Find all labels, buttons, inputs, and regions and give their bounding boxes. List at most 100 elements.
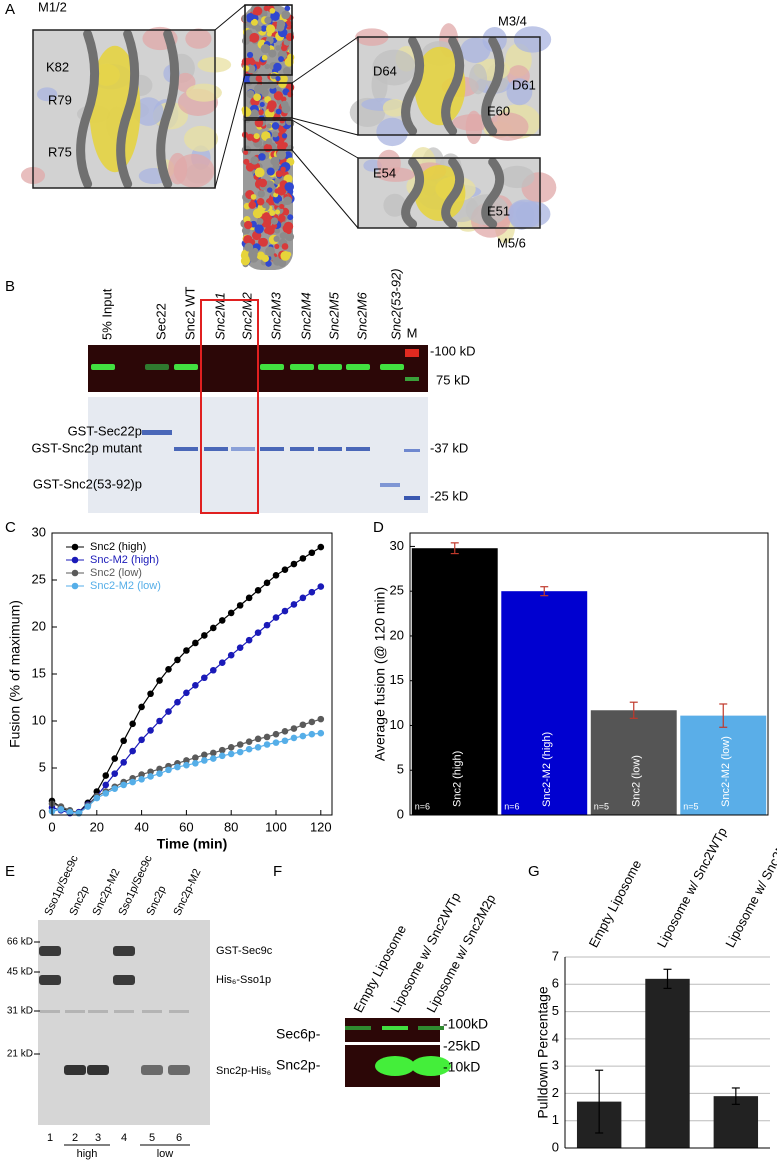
atom: [256, 217, 264, 225]
data-point: [209, 624, 217, 632]
atom: [287, 214, 294, 221]
y-tick-label: 4: [552, 1030, 559, 1045]
blot-band: [418, 1026, 444, 1030]
legend-marker: [71, 569, 79, 577]
label: 6: [176, 1132, 182, 1144]
atom: [259, 101, 265, 108]
data-point: [147, 690, 154, 698]
data-point: [201, 674, 208, 682]
gel-band: [39, 975, 61, 985]
sample-size: n=6: [415, 801, 430, 811]
sample-size: n=5: [683, 801, 698, 811]
label: Snc2p-His₆: [216, 1065, 271, 1077]
gel-band: [142, 1010, 162, 1013]
sample-size: n=6: [504, 801, 519, 811]
atom: [271, 122, 280, 130]
data-point: [227, 750, 235, 758]
data-point: [272, 572, 280, 579]
lane-label: M: [407, 325, 418, 340]
series-line: [51, 586, 322, 814]
data-point: [183, 757, 190, 764]
label: GST-Sec22p: [68, 423, 142, 438]
surface-patch: [513, 26, 552, 53]
data-point: [165, 766, 172, 774]
panel-letter: G: [528, 863, 540, 880]
atom: [241, 37, 250, 45]
atom: [275, 108, 282, 115]
data-point: [129, 720, 136, 728]
blot-band: [174, 364, 198, 370]
data-point: [138, 736, 145, 744]
data-point: [147, 773, 154, 780]
surface-patch: [506, 78, 533, 106]
label: -25 kD: [430, 488, 468, 503]
data-point: [102, 772, 110, 779]
zoom-frame: [32, 29, 216, 189]
data-point: [218, 746, 226, 754]
data-point: [281, 737, 289, 745]
data-point: [245, 745, 253, 753]
data-point: [183, 689, 190, 697]
atom: [240, 256, 251, 266]
category-label: Snc2 (high): [452, 751, 464, 807]
y-tick-label: 30: [390, 538, 404, 553]
data-point: [138, 771, 145, 778]
data-point: [201, 632, 208, 639]
atom: [279, 232, 287, 240]
data-point: [120, 781, 127, 789]
y-tick-label: 20: [32, 618, 46, 633]
blot-band: [346, 364, 370, 370]
helix: [441, 157, 465, 229]
plot-frame: [51, 532, 333, 816]
atom: [276, 19, 286, 29]
data-point: [308, 588, 316, 596]
atom: [257, 109, 264, 116]
panel-letter: B: [5, 278, 15, 295]
atom: [246, 51, 254, 59]
data-point: [299, 555, 307, 562]
x-tick-label: 40: [134, 819, 148, 834]
helix: [156, 29, 180, 189]
atom: [264, 63, 270, 70]
label: R79: [48, 92, 72, 107]
atom: [281, 10, 291, 20]
data-point: [281, 607, 289, 615]
lane-label: Sec22: [153, 303, 168, 340]
atom: [243, 149, 249, 155]
helix: [481, 157, 505, 229]
label: Snc2p-: [276, 1057, 321, 1073]
x-tick-label: 100: [265, 819, 287, 834]
atom: [265, 138, 273, 145]
y-tick-label: 3: [552, 1058, 559, 1073]
data-point: [183, 761, 190, 769]
data-point: [227, 651, 235, 659]
data-point: [138, 775, 145, 783]
y-tick-label: 5: [39, 759, 46, 774]
data-point: [156, 765, 163, 773]
category-label: Snc2-M2 (low): [720, 736, 732, 807]
category-label: Empty Liposome: [586, 857, 645, 950]
label: D61: [512, 77, 536, 92]
data-point: [317, 583, 325, 590]
atom: [265, 246, 275, 257]
lane-label: Snc2(53-92): [388, 268, 403, 340]
atom: [275, 209, 281, 215]
surface-patch: [36, 87, 58, 102]
panel-letter: A: [5, 1, 15, 18]
gel-band: [168, 1065, 190, 1075]
label: 1: [47, 1132, 53, 1144]
atom: [243, 65, 250, 72]
data-point: [174, 656, 181, 664]
legend-marker: [71, 543, 79, 551]
plot-frame: [409, 532, 769, 816]
bar: [501, 591, 588, 815]
y-tick-label: 15: [390, 672, 404, 687]
atom: [281, 133, 288, 139]
atom: [254, 84, 264, 94]
atom: [287, 222, 293, 229]
data-point: [254, 735, 262, 743]
data-point: [299, 594, 307, 602]
data-point: [66, 808, 74, 816]
legend-label: Snc2 (high): [90, 541, 146, 553]
bar: [645, 978, 690, 1148]
